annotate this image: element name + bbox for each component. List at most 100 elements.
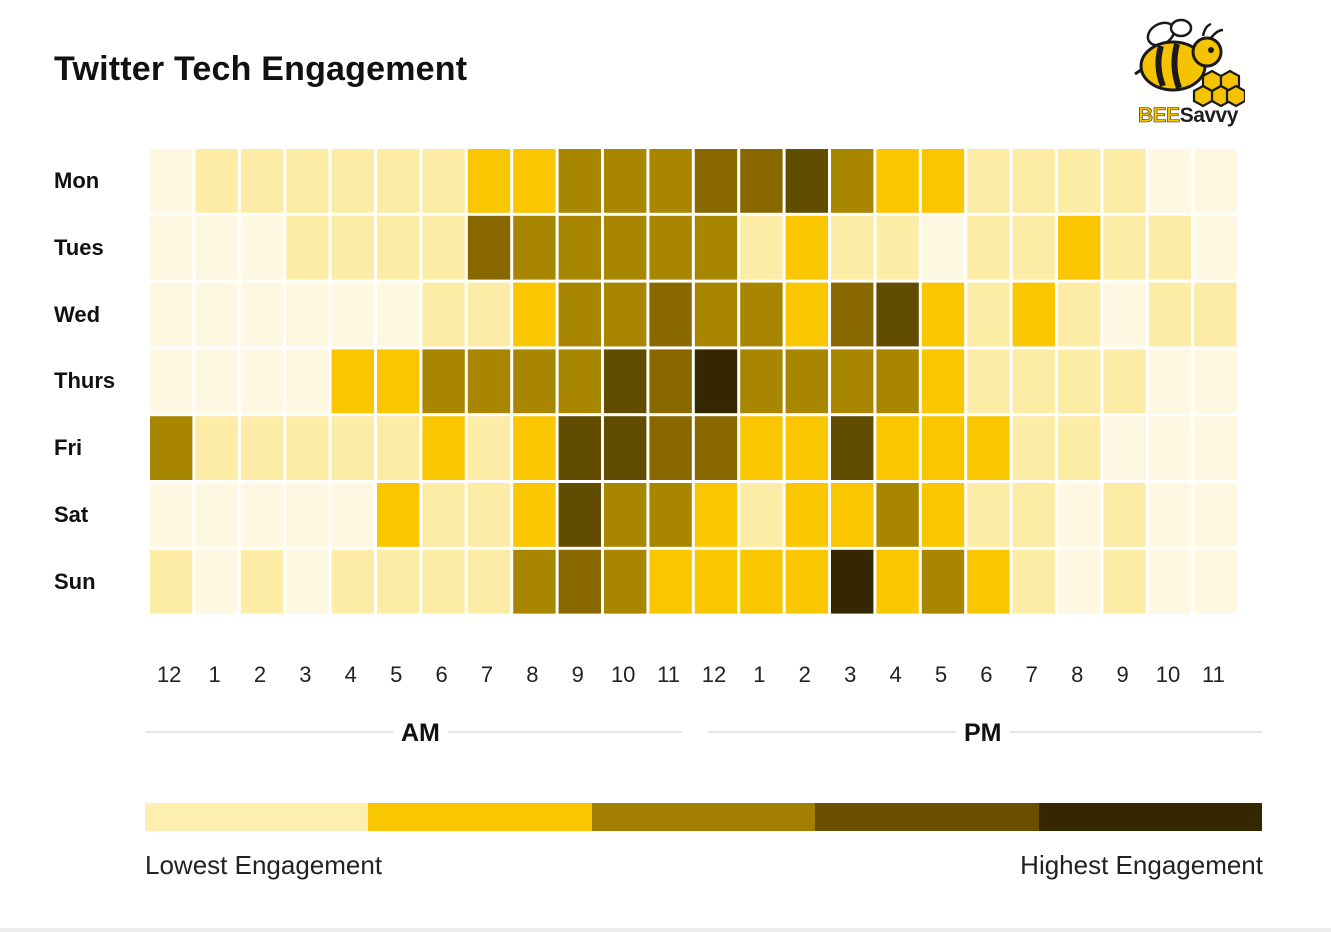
heatmap-cell-thurs-23 bbox=[1194, 349, 1237, 414]
heatmap-cell-mon-1 bbox=[195, 149, 238, 213]
heatmap-cell-thurs-10 bbox=[604, 349, 647, 414]
footer-divider bbox=[0, 928, 1331, 932]
heatmap-cell-sun-21 bbox=[1103, 549, 1146, 614]
heatmap-cell-tues-0 bbox=[150, 215, 193, 280]
heatmap-cell-thurs-7 bbox=[467, 349, 511, 414]
hour-label: 1 bbox=[753, 662, 766, 687]
legend-swatch-0 bbox=[145, 803, 369, 831]
heatmap-cell-thurs-3 bbox=[286, 349, 329, 414]
heatmap-cell-wed-10 bbox=[604, 282, 647, 347]
heatmap-cell-thurs-17 bbox=[921, 349, 965, 414]
heatmap-cell-tues-22 bbox=[1148, 215, 1192, 280]
heatmap-chart bbox=[150, 149, 1237, 614]
heatmap-cell-sat-6 bbox=[422, 483, 465, 547]
heatmap-cell-wed-17 bbox=[921, 282, 965, 347]
heatmap-cell-wed-20 bbox=[1058, 282, 1101, 347]
heatmap-cell-wed-3 bbox=[286, 282, 329, 347]
heatmap-cell-mon-8 bbox=[513, 149, 556, 213]
hour-label: 4 bbox=[344, 662, 357, 687]
heatmap-cell-sat-0 bbox=[150, 483, 193, 547]
logo-wordmark: BEESavvy bbox=[1138, 104, 1239, 128]
heatmap-cell-wed-19 bbox=[1012, 282, 1055, 347]
hour-label: 3 bbox=[844, 662, 857, 687]
heatmap-cell-sat-8 bbox=[513, 483, 556, 547]
heatmap-cell-sun-15 bbox=[831, 549, 874, 614]
color-scale-legend bbox=[145, 803, 1263, 831]
heatmap-cell-thurs-13 bbox=[740, 349, 783, 414]
heatmap-cell-wed-15 bbox=[831, 282, 874, 347]
heatmap-cell-mon-11 bbox=[649, 149, 692, 213]
heatmap-cell-tues-17 bbox=[921, 215, 965, 280]
heatmap-cell-thurs-19 bbox=[1012, 349, 1055, 414]
heatmap-cell-thurs-6 bbox=[422, 349, 465, 414]
hour-label: 12 bbox=[156, 662, 182, 687]
day-label: Sat bbox=[54, 501, 89, 527]
heatmap-cell-mon-9 bbox=[558, 149, 601, 213]
heatmap-cell-wed-9 bbox=[558, 282, 601, 347]
heatmap-cell-sun-1 bbox=[195, 549, 238, 614]
legend-swatch-2 bbox=[591, 803, 816, 831]
heatmap-cell-sat-5 bbox=[377, 483, 420, 547]
heatmap-cell-tues-7 bbox=[467, 215, 511, 280]
heatmap-cell-tues-2 bbox=[240, 215, 284, 280]
day-label: Fri bbox=[54, 435, 83, 461]
heatmap-cell-fri-8 bbox=[513, 416, 556, 480]
heatmap-cell-sat-18 bbox=[967, 483, 1010, 547]
heatmap-cell-fri-10 bbox=[604, 416, 647, 480]
heatmap-cell-fri-11 bbox=[649, 416, 692, 480]
heatmap-cell-thurs-8 bbox=[513, 349, 556, 414]
heatmap-cell-tues-9 bbox=[558, 215, 601, 280]
heatmap-cell-fri-13 bbox=[740, 416, 783, 480]
heatmap-cell-sun-16 bbox=[876, 549, 919, 614]
heatmap-cell-thurs-21 bbox=[1103, 349, 1146, 414]
heatmap-cell-sun-13 bbox=[740, 549, 783, 614]
heatmap-cell-fri-6 bbox=[422, 416, 465, 480]
heatmap-cell-wed-13 bbox=[740, 282, 783, 347]
hour-label: 12 bbox=[701, 662, 727, 687]
pm-period: PM bbox=[708, 718, 1262, 748]
heatmap-cell-thurs-22 bbox=[1148, 349, 1192, 414]
heatmap-cell-mon-0 bbox=[150, 149, 193, 213]
heatmap-cell-tues-12 bbox=[694, 215, 738, 280]
heatmap-cell-thurs-9 bbox=[558, 349, 601, 414]
pm-label: PM bbox=[956, 718, 1010, 748]
heatmap-cell-mon-14 bbox=[785, 149, 828, 213]
heatmap-cell-wed-14 bbox=[785, 282, 828, 347]
heatmap-cell-tues-10 bbox=[604, 215, 647, 280]
heatmap-cell-tues-8 bbox=[513, 215, 556, 280]
heatmap-cell-fri-7 bbox=[467, 416, 511, 480]
heatmap-cell-mon-16 bbox=[876, 149, 919, 213]
heatmap-cell-mon-23 bbox=[1194, 149, 1237, 213]
heatmap-cell-fri-9 bbox=[558, 416, 601, 480]
hour-label: 7 bbox=[1025, 662, 1038, 687]
heatmap-cell-wed-1 bbox=[195, 282, 238, 347]
heatmap-cell-thurs-0 bbox=[150, 349, 193, 414]
heatmap-cell-wed-8 bbox=[513, 282, 556, 347]
heatmap-cell-wed-5 bbox=[377, 282, 420, 347]
heatmap-cell-sun-23 bbox=[1194, 549, 1237, 614]
chart-title: Twitter Tech Engagement bbox=[54, 50, 468, 88]
legend-swatch-1 bbox=[368, 803, 592, 831]
heatmap-cell-sat-19 bbox=[1012, 483, 1055, 547]
heatmap-cell-sat-4 bbox=[331, 483, 374, 547]
heatmap-cell-sat-16 bbox=[876, 483, 919, 547]
heatmap-cell-thurs-15 bbox=[831, 349, 874, 414]
heatmap-cell-mon-3 bbox=[286, 149, 329, 213]
hour-label: 3 bbox=[299, 662, 312, 687]
heatmap-cell-tues-11 bbox=[649, 215, 692, 280]
heatmap-cell-fri-21 bbox=[1103, 416, 1146, 480]
hour-label: 10 bbox=[610, 662, 636, 687]
heatmap-cell-tues-18 bbox=[967, 215, 1010, 280]
heatmap-cell-tues-23 bbox=[1194, 215, 1237, 280]
heatmap-cell-sun-17 bbox=[921, 549, 965, 614]
heatmap-cell-wed-4 bbox=[331, 282, 374, 347]
heatmap-cell-tues-1 bbox=[195, 215, 238, 280]
day-label: Tues bbox=[54, 234, 104, 260]
heatmap-cell-mon-12 bbox=[694, 149, 738, 213]
heatmap-cell-thurs-20 bbox=[1058, 349, 1101, 414]
heatmap-cell-mon-10 bbox=[604, 149, 647, 213]
heatmap-cell-tues-3 bbox=[286, 215, 329, 280]
legend-swatch-4 bbox=[1038, 803, 1263, 831]
heatmap-cell-sun-3 bbox=[286, 549, 329, 614]
heatmap-cell-fri-5 bbox=[377, 416, 420, 480]
